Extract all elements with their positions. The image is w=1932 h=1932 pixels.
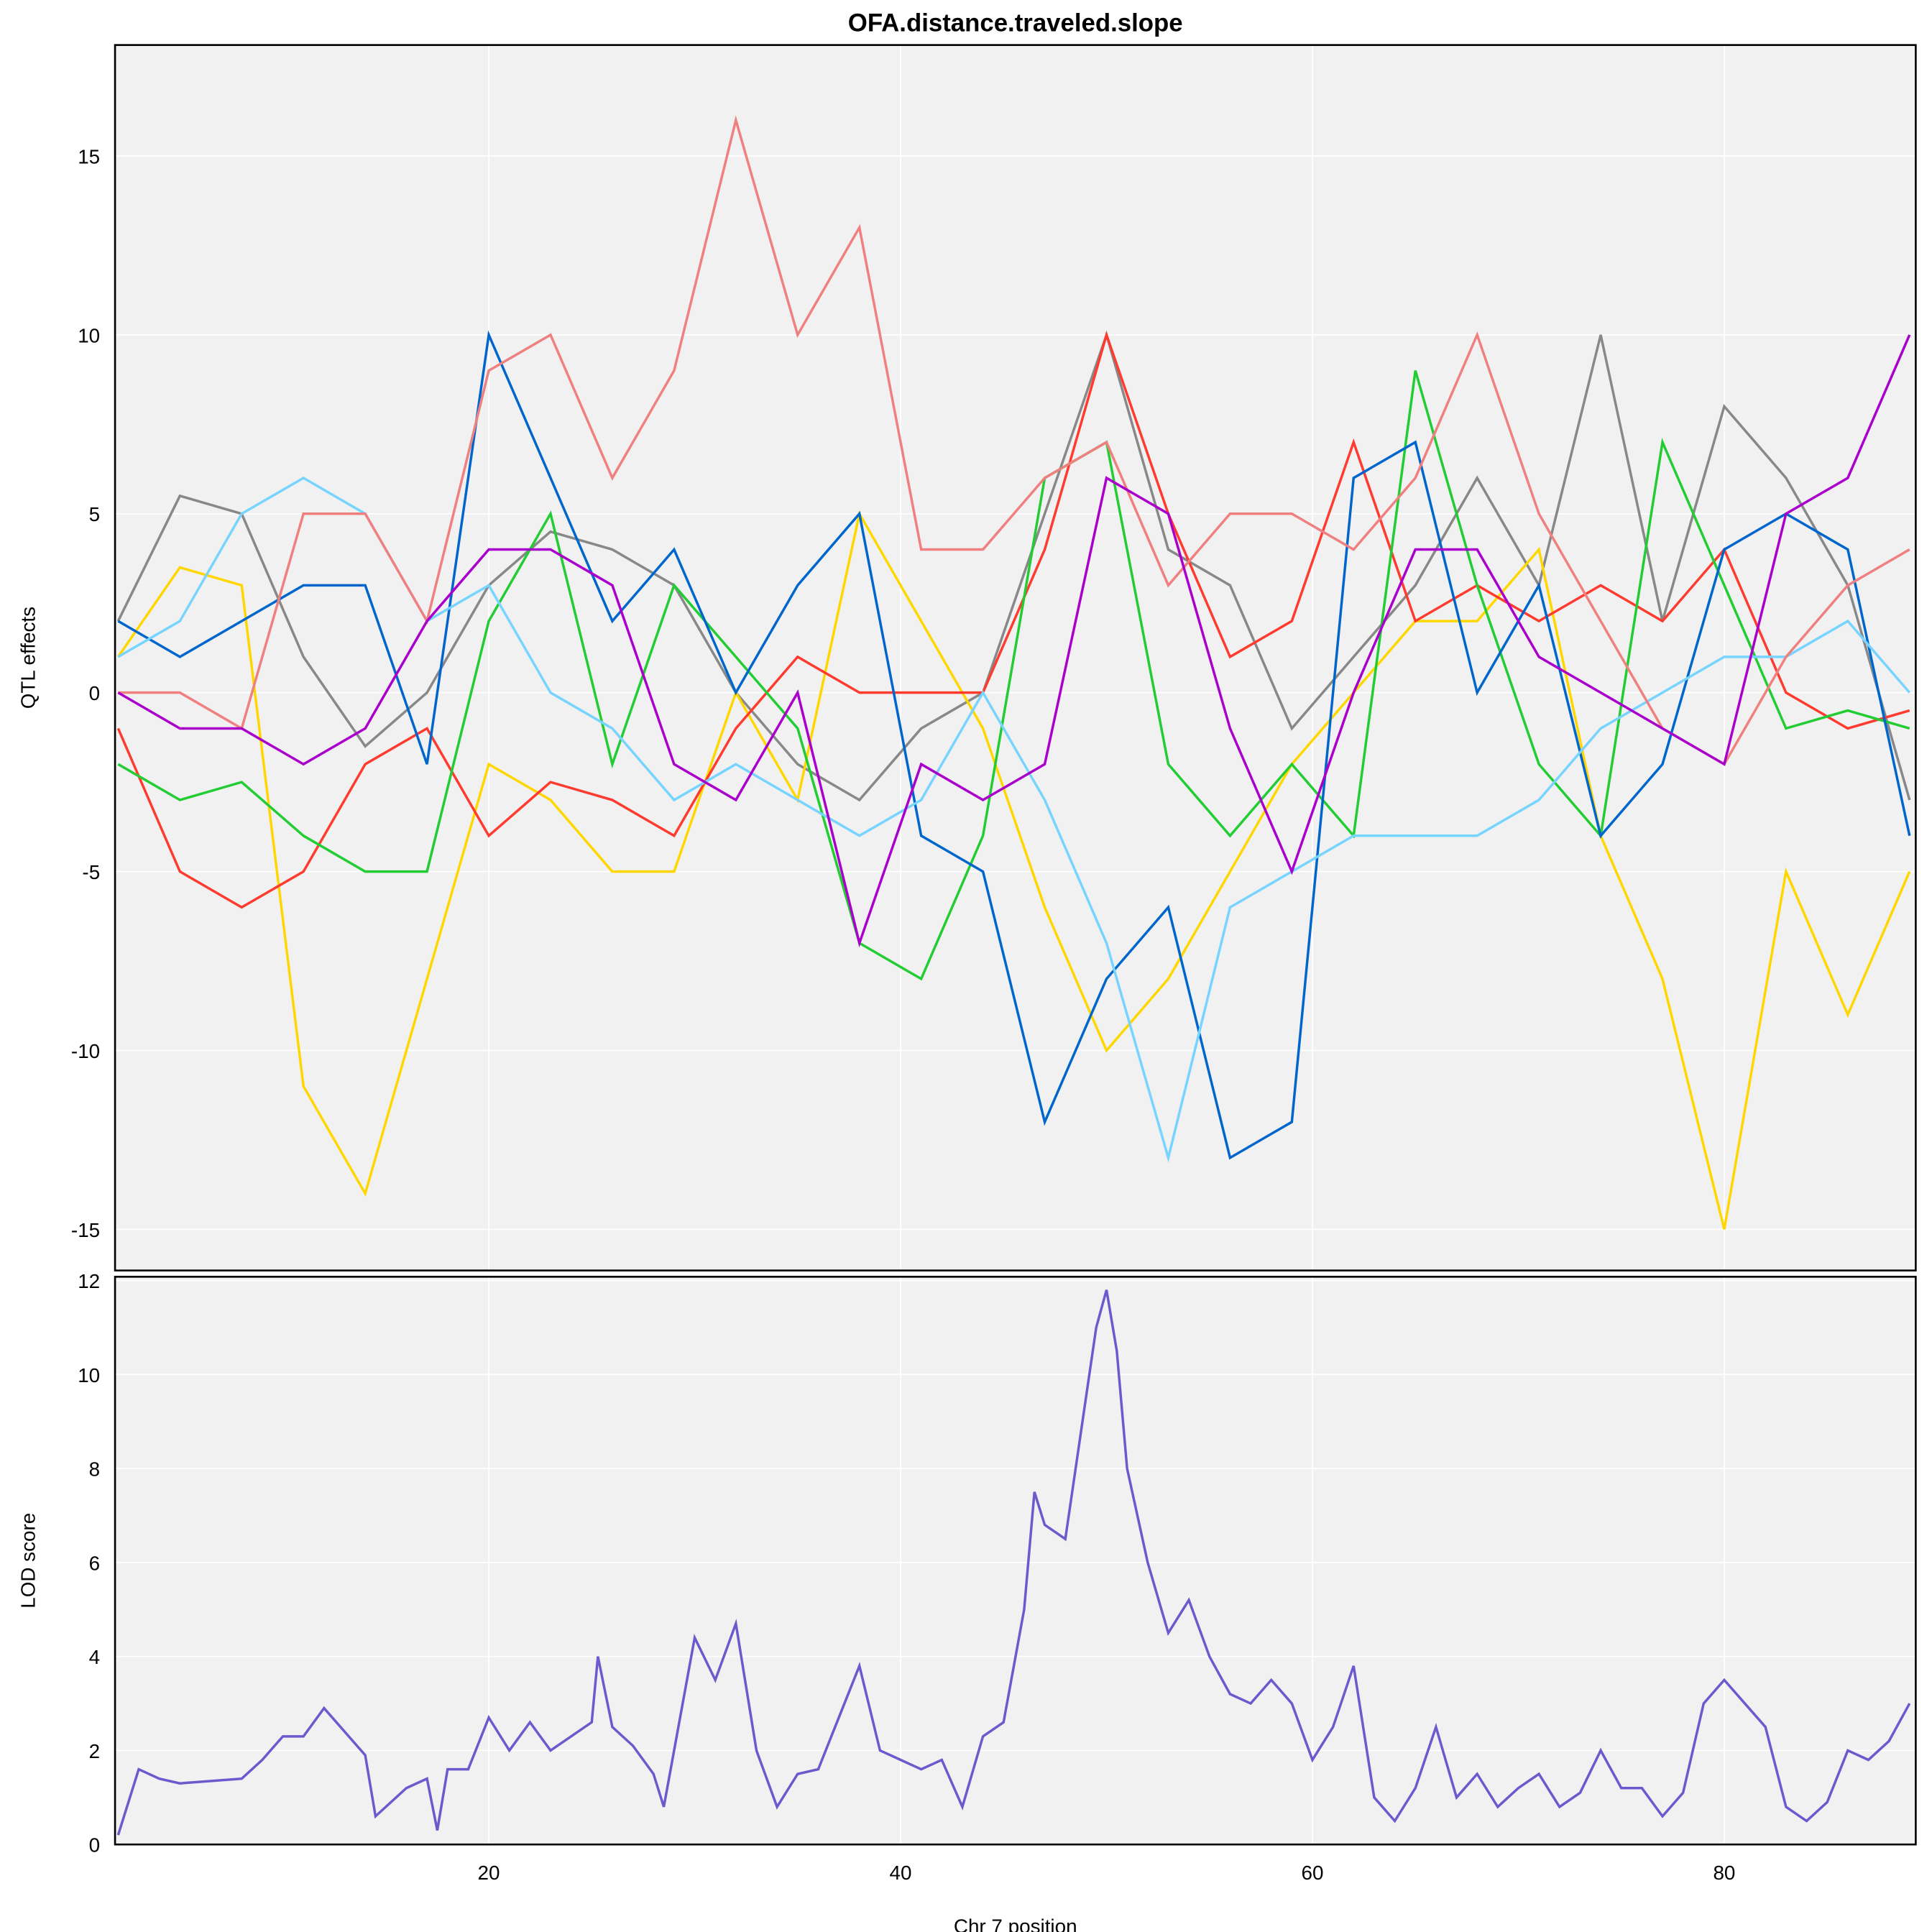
effects-panel-bg — [115, 45, 1916, 1271]
effects-y-tick-label: -10 — [71, 1040, 100, 1062]
effects-y-tick-label: 0 — [89, 682, 100, 704]
x-tick-label: 20 — [478, 1862, 500, 1884]
effects-y-tick-label: 5 — [89, 503, 100, 525]
series-line-purple — [117, 334, 1911, 948]
lod-y-tick-label: 10 — [78, 1364, 100, 1386]
series-line-salmon — [118, 115, 1910, 766]
lod-score-line — [116, 1289, 1911, 1836]
lod-y-tick-label: 4 — [89, 1646, 100, 1668]
effects-y-tick-label: -15 — [71, 1219, 100, 1241]
series-line-blue — [117, 330, 1911, 1160]
lod-y-label: LOD score — [17, 1513, 40, 1609]
lod-y-tick-label: 6 — [89, 1552, 100, 1574]
x-tick-label: 40 — [890, 1862, 912, 1884]
effects-y-tick-label: 10 — [78, 324, 100, 346]
effects-y-tick-label: 15 — [78, 145, 100, 167]
x-tick-label: 80 — [1713, 1862, 1735, 1884]
lod-y-tick-label: 0 — [89, 1834, 100, 1857]
lod-panel-border — [114, 1276, 1917, 1846]
series-line-green — [117, 370, 1910, 981]
x-axis-label: Chr 7 position — [954, 1915, 1077, 1932]
effects-y-label: QTL effects — [17, 607, 40, 709]
lod-panel-bg — [115, 1276, 1916, 1845]
effects-y-tick-label: -5 — [82, 861, 100, 883]
series-line-gray — [116, 331, 1911, 802]
lod-y-tick-label: 2 — [89, 1740, 100, 1762]
series-line-yellow — [116, 510, 1911, 1230]
lod-y-tick-label: 12 — [78, 1270, 100, 1292]
chart-title: OFA.distance.traveled.slope — [848, 9, 1183, 37]
lod-y-tick-label: 8 — [89, 1458, 100, 1481]
effects-panel-border — [114, 44, 1917, 1271]
x-tick-label: 60 — [1301, 1862, 1323, 1884]
